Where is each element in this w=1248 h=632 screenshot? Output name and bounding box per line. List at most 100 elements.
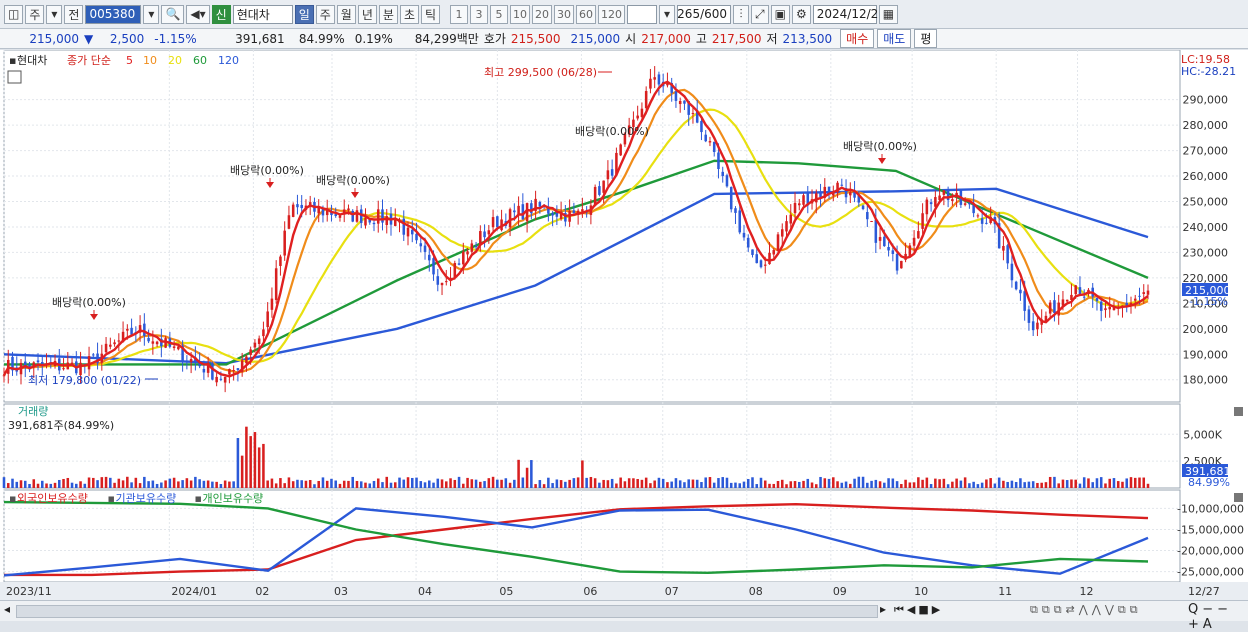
legend-ma-label: 20: [168, 54, 182, 67]
volume-bar: [955, 478, 958, 488]
holdings-tick-label: -10,000,000: [1177, 502, 1244, 515]
interval-10[interactable]: 10: [510, 4, 531, 24]
candle-body: [636, 115, 639, 119]
interval-30[interactable]: 30: [554, 4, 575, 24]
candle-body: [908, 245, 912, 257]
candle-body: [279, 256, 282, 266]
chart-svg[interactable]: 290,000 280,000 270,000 260,000 250,000 240,0…: [0, 49, 1248, 600]
period-second-tab[interactable]: 초: [399, 4, 419, 24]
volume-bar: [929, 484, 933, 488]
volume-tick-label: 5,000K: [1183, 428, 1222, 441]
period-minute-tab[interactable]: 분: [378, 4, 398, 24]
volume-bar: [359, 481, 363, 488]
volume-bar: [555, 479, 559, 488]
volume-bar: [729, 482, 733, 488]
interval-custom-input[interactable]: [627, 4, 658, 24]
playback-controls[interactable]: ⏮◀■▶: [894, 603, 944, 616]
stock-code-input[interactable]: 005380: [85, 4, 142, 24]
candle-body: [62, 368, 65, 370]
volume-bar: [742, 481, 746, 488]
chevron-down-icon[interactable]: ▾: [46, 4, 63, 24]
volume-bar: [287, 477, 291, 488]
interval-120[interactable]: 120: [598, 4, 626, 24]
volume-bar: [479, 481, 482, 488]
scroll-left-icon[interactable]: ◂: [4, 602, 11, 616]
current-pct-axis: -1.15%: [1189, 295, 1228, 308]
candle-body: [406, 227, 410, 237]
candle-body: [1108, 306, 1111, 310]
volume-close-icon[interactable]: [1234, 407, 1243, 416]
volume-bar: [236, 438, 240, 488]
candle-body: [1014, 281, 1018, 290]
candle-body: [925, 199, 929, 215]
candle-type-icon[interactable]: ⫶: [733, 4, 750, 24]
legend-checkbox-icon[interactable]: ▪: [9, 54, 16, 67]
gear-icon[interactable]: ⚙: [791, 4, 811, 24]
candle-body: [776, 234, 780, 252]
interval-3[interactable]: 3: [470, 4, 489, 24]
volume-bar: [513, 479, 516, 488]
interval-dropdown-button[interactable]: ▾: [659, 4, 676, 24]
volume-bar: [1082, 477, 1086, 488]
volume-bar: [938, 479, 941, 488]
holdings-title: 외국인보유수량: [17, 492, 88, 505]
candle-body: [185, 360, 189, 362]
count-input[interactable]: 265/600: [677, 4, 732, 24]
save-icon[interactable]: ▣: [770, 4, 790, 24]
price-tick-label: 200,000: [1183, 323, 1229, 336]
period-tick-tab[interactable]: 틱: [420, 4, 441, 24]
candle-body: [385, 216, 389, 225]
interval-1[interactable]: 1: [450, 4, 469, 24]
drawing-tool-icon[interactable]: ⤢: [751, 4, 769, 24]
candle-body: [938, 195, 941, 201]
candle-body: [602, 180, 605, 193]
candle-body: [1048, 302, 1052, 314]
candle-body: [806, 193, 810, 206]
candle-body: [79, 362, 82, 376]
candle-body: [695, 110, 699, 123]
volume-bar: [87, 477, 91, 488]
date-input[interactable]: 2024/12/27: [812, 4, 886, 24]
ma10-path: [3, 88, 1149, 376]
volume-title: 거래량: [18, 405, 48, 418]
volume-bar: [160, 482, 163, 488]
candle-body: [678, 101, 682, 105]
interval-20[interactable]: 20: [532, 4, 553, 24]
scroll-track[interactable]: [16, 605, 878, 618]
ma60-line: [4, 159, 1149, 366]
period-week-tab[interactable]: 주: [315, 4, 335, 24]
period-day-tab[interactable]: 일: [294, 4, 314, 24]
period-month-tab[interactable]: 월: [336, 4, 356, 24]
market-select[interactable]: 주: [25, 4, 45, 24]
chart-area[interactable]: 290,000 280,000 270,000 260,000 250,000 240,0…: [0, 49, 1248, 600]
scroll-right-icon[interactable]: ▸: [880, 602, 887, 616]
individual-holdings-line: [3, 500, 1149, 575]
volume-bar: [321, 477, 325, 488]
holdings-close-icon[interactable]: [1234, 493, 1243, 502]
search-icon[interactable]: 🔍: [161, 4, 185, 24]
table-icon[interactable]: [7, 70, 22, 84]
volume-bar: [1002, 480, 1005, 488]
candle-body: [853, 190, 856, 198]
volume-bar: [751, 477, 754, 488]
sell-button[interactable]: 매도: [877, 29, 912, 48]
chart-menu-button[interactable]: ◫: [4, 4, 24, 24]
calendar-icon[interactable]: ▦: [878, 4, 899, 24]
volume-bar: [661, 478, 665, 488]
chart-tool-icons[interactable]: ⧉⧉⧉⇄⋀⋀⋁⧉⧉: [1030, 603, 1142, 616]
interval-5[interactable]: 5: [490, 4, 509, 24]
period-year-tab[interactable]: 년: [357, 4, 377, 24]
code-dropdown-button[interactable]: ▾: [143, 4, 160, 24]
zoom-controls[interactable]: Q−−+A: [1188, 602, 1233, 632]
candle-body: [36, 360, 40, 363]
bottom-scrollbar[interactable]: ◂ ▸ ⏮◀■▶ ⧉⧉⧉⇄⋀⋀⋁⧉⧉ Q−−+A: [0, 600, 1248, 632]
volume-bar: [1023, 482, 1026, 488]
prev-button[interactable]: 전: [64, 4, 84, 24]
avg-button[interactable]: 평: [914, 29, 938, 48]
lc-label: LC:19.58: [1181, 53, 1230, 66]
interval-60[interactable]: 60: [576, 4, 597, 24]
volume-bar: [585, 477, 588, 488]
speaker-icon[interactable]: ◀▾: [186, 4, 210, 24]
candle-body: [521, 204, 525, 220]
buy-button[interactable]: 매수: [840, 29, 875, 48]
